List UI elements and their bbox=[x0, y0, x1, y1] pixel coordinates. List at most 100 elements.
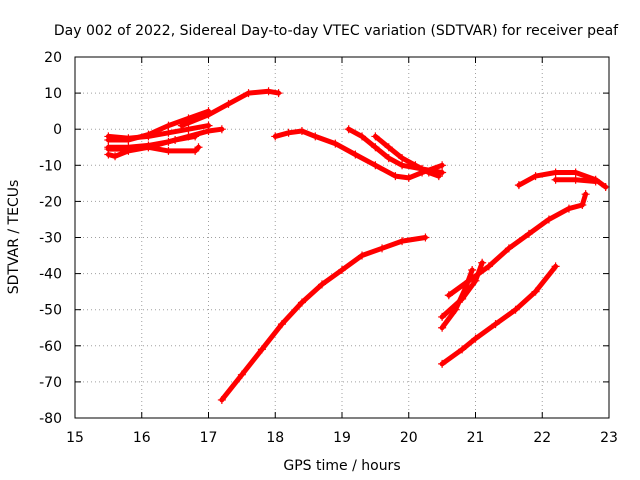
data-point bbox=[351, 150, 360, 159]
data-point bbox=[274, 89, 283, 98]
data-point bbox=[504, 244, 513, 253]
data-point bbox=[578, 201, 587, 210]
data-point bbox=[297, 127, 306, 136]
data-point bbox=[164, 146, 173, 155]
data-point bbox=[317, 280, 326, 289]
y-tick-label: 10 bbox=[44, 86, 62, 102]
data-point bbox=[398, 154, 407, 163]
y-tick-label: -70 bbox=[39, 375, 62, 391]
data-point bbox=[564, 204, 573, 213]
data-point bbox=[271, 132, 280, 141]
data-point bbox=[391, 172, 400, 181]
data-point bbox=[111, 152, 120, 161]
x-tick-label: 21 bbox=[467, 430, 485, 446]
series-line bbox=[219, 235, 428, 403]
data-point bbox=[478, 258, 487, 267]
x-tick-label: 16 bbox=[133, 430, 151, 446]
y-tick-label: -20 bbox=[39, 194, 62, 210]
data-point bbox=[404, 173, 413, 182]
data-point bbox=[191, 146, 200, 155]
chart-title: Day 002 of 2022, Sidereal Day-to-day VTE… bbox=[54, 23, 619, 39]
data-point bbox=[491, 320, 500, 329]
data-point bbox=[438, 323, 447, 332]
data-point bbox=[164, 121, 173, 130]
series bbox=[444, 190, 590, 300]
data-point bbox=[514, 181, 523, 190]
y-tick-label: -80 bbox=[39, 411, 62, 427]
data-series bbox=[104, 87, 610, 404]
data-point bbox=[551, 175, 560, 184]
data-point bbox=[468, 265, 477, 274]
data-point bbox=[284, 128, 293, 137]
data-point bbox=[144, 130, 153, 139]
data-point bbox=[104, 136, 113, 145]
data-point bbox=[204, 127, 213, 136]
series bbox=[104, 143, 203, 155]
series-line bbox=[179, 88, 282, 129]
data-point bbox=[438, 312, 447, 321]
y-axis-label: SDTVAR / TECUs bbox=[6, 180, 22, 295]
data-point bbox=[177, 121, 186, 130]
data-point bbox=[434, 172, 443, 181]
data-point bbox=[257, 345, 266, 354]
series bbox=[438, 262, 560, 368]
data-point bbox=[378, 244, 387, 253]
data-point bbox=[511, 305, 520, 314]
data-point bbox=[484, 262, 493, 271]
y-tick-label: 0 bbox=[53, 122, 62, 138]
x-tick-label: 20 bbox=[400, 430, 418, 446]
data-point bbox=[371, 161, 380, 170]
data-point bbox=[551, 168, 560, 177]
data-point bbox=[424, 168, 433, 177]
series bbox=[217, 233, 430, 404]
series bbox=[438, 265, 477, 332]
data-point bbox=[358, 251, 367, 260]
data-point bbox=[471, 334, 480, 343]
series bbox=[551, 175, 600, 186]
x-tick-label: 18 bbox=[266, 430, 284, 446]
data-point bbox=[371, 143, 380, 152]
data-point bbox=[164, 128, 173, 137]
data-point bbox=[338, 265, 346, 274]
data-point bbox=[344, 125, 353, 134]
series-line bbox=[105, 144, 201, 154]
y-tick-label: -10 bbox=[39, 158, 62, 174]
plot-frame bbox=[74, 56, 610, 419]
data-point bbox=[421, 233, 430, 242]
data-point bbox=[438, 161, 447, 170]
data-point bbox=[458, 294, 467, 303]
data-point bbox=[591, 177, 600, 186]
data-point bbox=[204, 110, 213, 119]
data-point bbox=[297, 298, 306, 307]
y-tick-label: -30 bbox=[39, 231, 62, 247]
data-point bbox=[191, 132, 200, 141]
data-point bbox=[438, 359, 447, 368]
data-point bbox=[124, 136, 133, 145]
data-point bbox=[438, 168, 447, 177]
x-tick-label: 22 bbox=[533, 430, 551, 446]
data-point bbox=[237, 370, 246, 379]
y-tick-label: -60 bbox=[39, 339, 62, 355]
data-point bbox=[311, 132, 320, 141]
series bbox=[177, 87, 283, 130]
series bbox=[371, 132, 443, 181]
data-point bbox=[244, 89, 253, 98]
x-tick-label: 17 bbox=[200, 430, 218, 446]
data-point bbox=[331, 139, 340, 148]
data-point bbox=[124, 145, 133, 154]
data-point bbox=[217, 125, 226, 134]
data-point bbox=[217, 395, 226, 404]
data-point bbox=[571, 175, 580, 184]
data-point bbox=[144, 143, 153, 152]
y-tick-label: -50 bbox=[39, 303, 62, 319]
data-point bbox=[184, 125, 193, 134]
data-point bbox=[384, 143, 393, 152]
data-point bbox=[358, 132, 367, 141]
data-point bbox=[264, 87, 273, 96]
data-point bbox=[581, 190, 590, 199]
data-point bbox=[277, 320, 286, 329]
tick-labels: 15 16 17 18 19 20 21 22 23 -80 -70 -60 -50 -40 -30 -20 -… bbox=[39, 50, 618, 446]
x-tick-label: 23 bbox=[600, 430, 618, 446]
data-point bbox=[531, 287, 540, 296]
